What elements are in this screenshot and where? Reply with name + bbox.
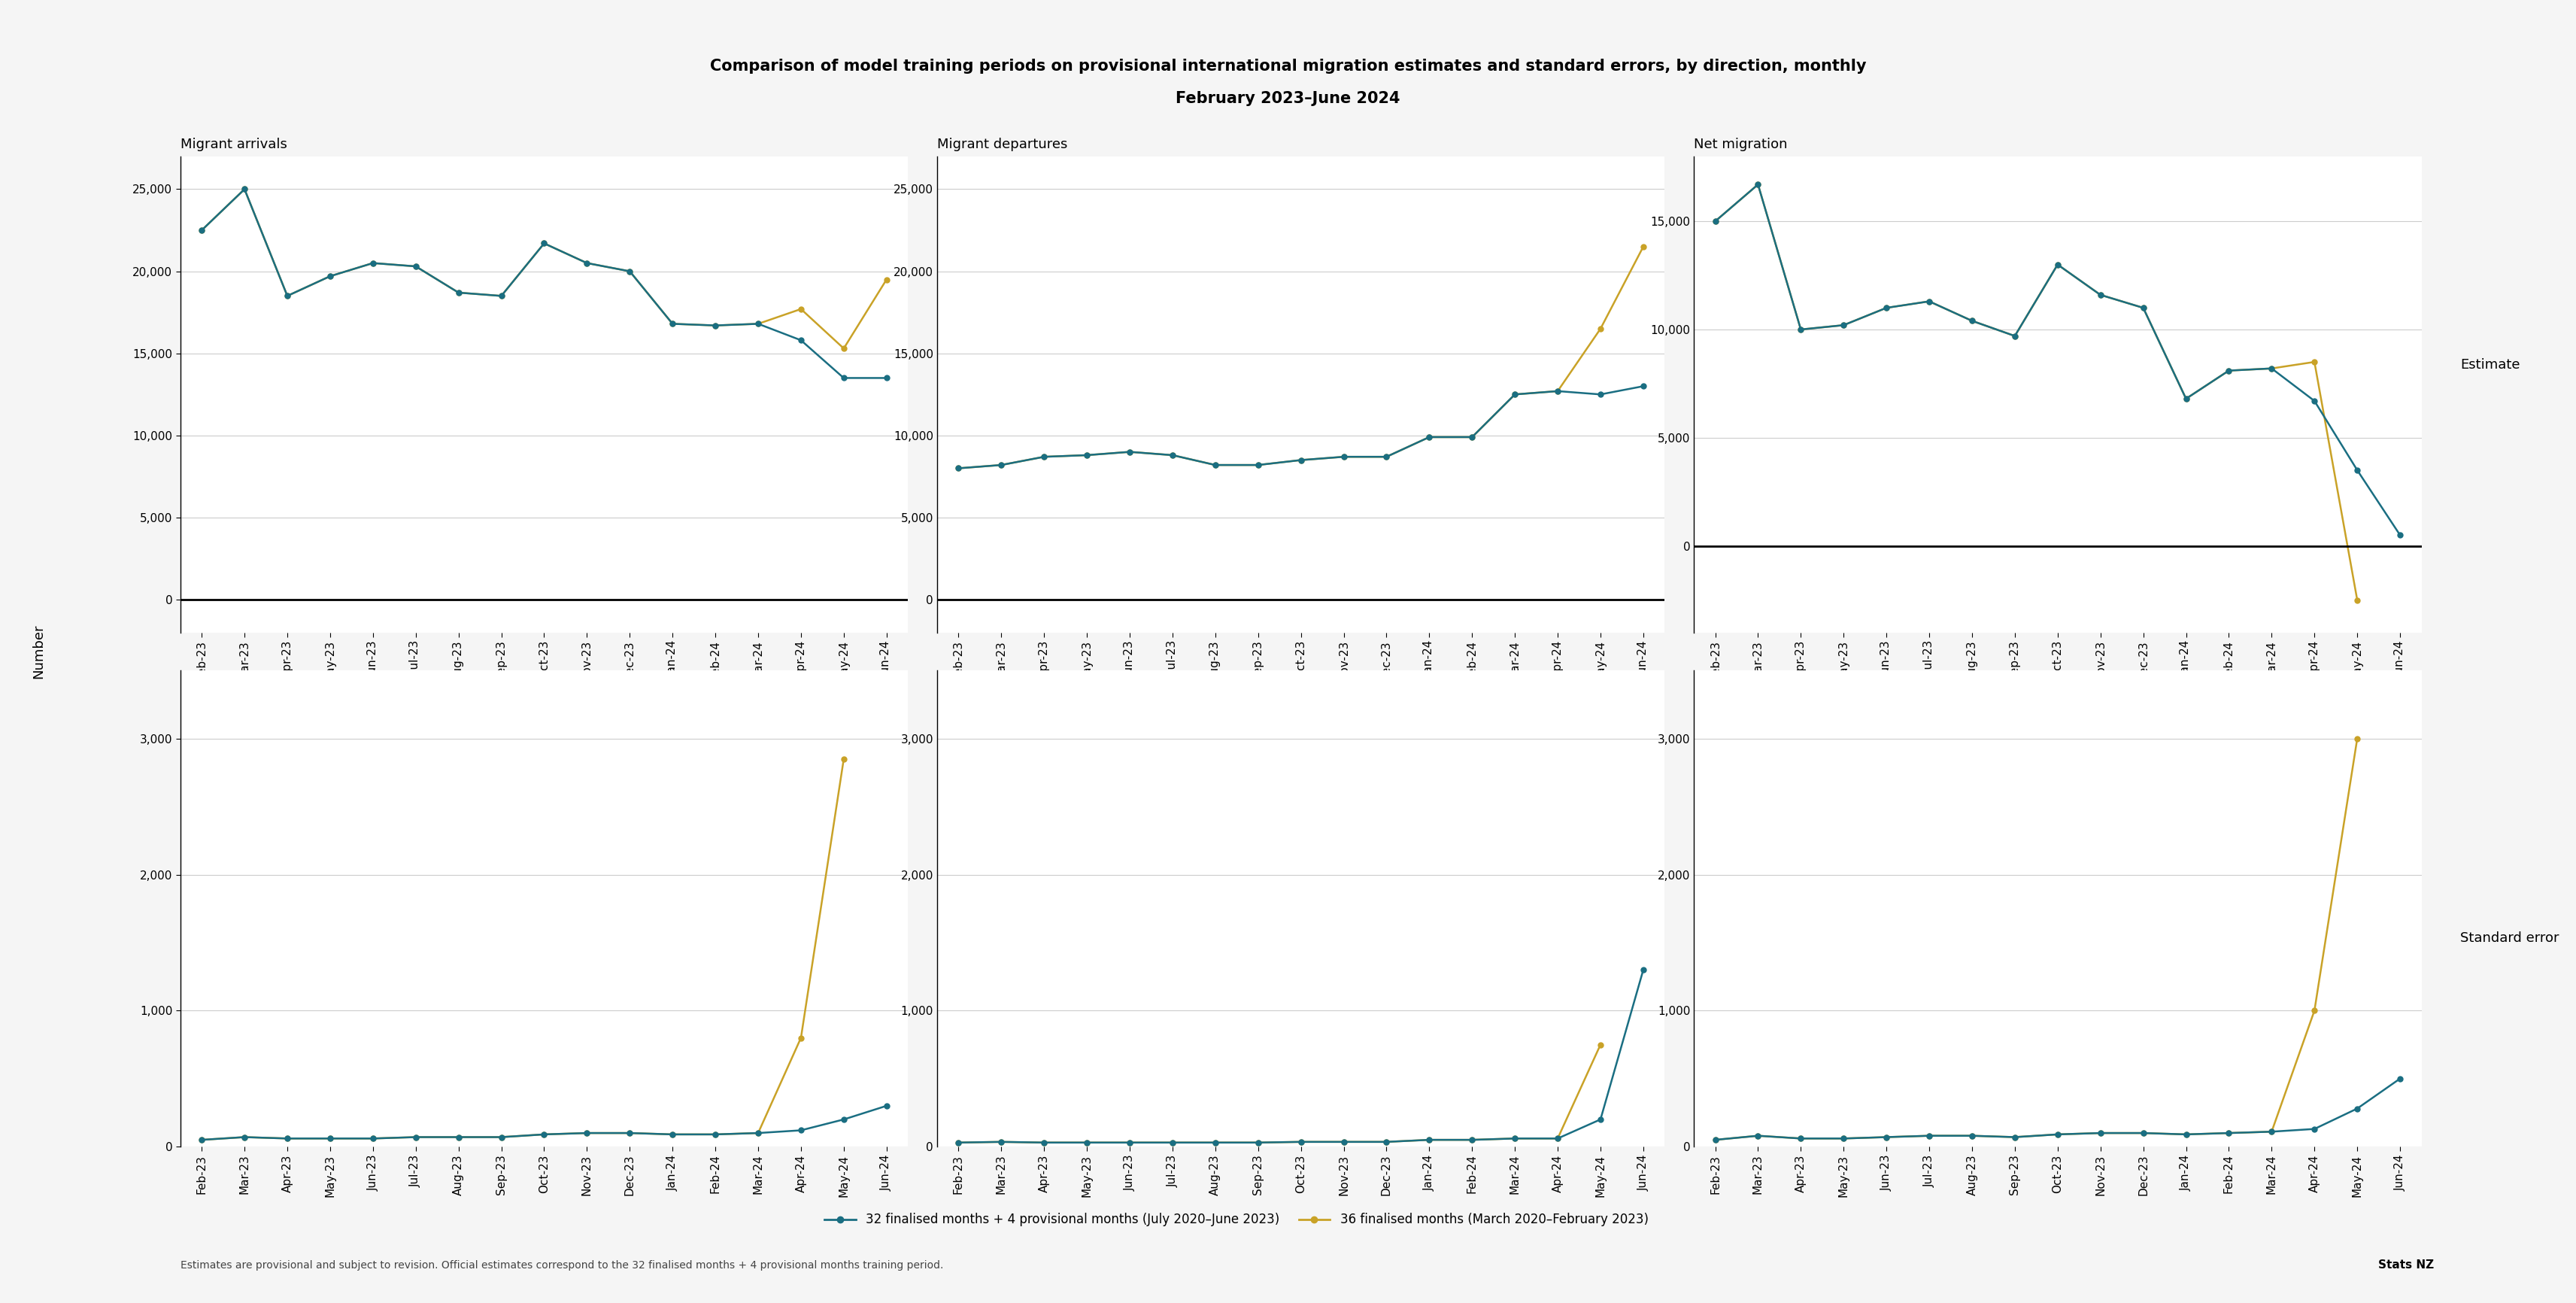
Text: Estimates are provisional and subject to revision. Official estimates correspond: Estimates are provisional and subject to… <box>180 1260 943 1270</box>
Text: Stats NZ: Stats NZ <box>2378 1259 2434 1270</box>
Text: Net migration: Net migration <box>1695 138 1788 151</box>
Text: Migrant arrivals: Migrant arrivals <box>180 138 286 151</box>
Text: Number: Number <box>31 624 46 679</box>
Legend: 32 finalised months + 4 provisional months (July 2020–June 2023), 36 finalised m: 32 finalised months + 4 provisional mont… <box>819 1208 1654 1231</box>
Text: Standard error: Standard error <box>2460 932 2558 945</box>
Text: Estimate: Estimate <box>2460 358 2519 371</box>
Text: February 2023–June 2024: February 2023–June 2024 <box>1175 91 1401 107</box>
Text: Comparison of model training periods on provisional international migration esti: Comparison of model training periods on … <box>711 59 1865 74</box>
Text: Migrant departures: Migrant departures <box>938 138 1066 151</box>
